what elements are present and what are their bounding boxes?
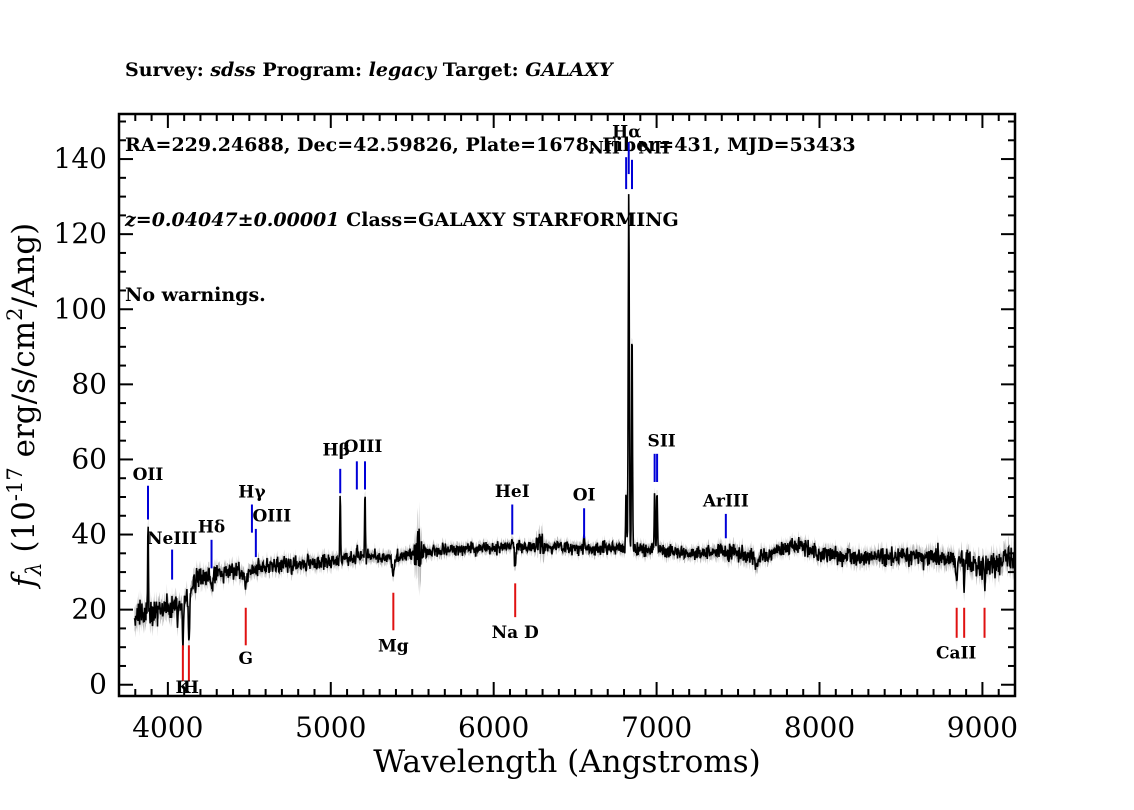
marker-Mg: Mg bbox=[378, 592, 409, 657]
marker-HeI: HeI bbox=[495, 482, 530, 535]
marker-OI: OI bbox=[573, 486, 596, 539]
marker-label-Gband: G bbox=[238, 649, 253, 669]
y-tick-100: 100 bbox=[54, 292, 107, 325]
marker-label-OIII5007: OIII bbox=[344, 437, 383, 457]
marker-NaD: Na D bbox=[492, 583, 539, 643]
marker-CaK: K bbox=[175, 645, 191, 698]
target-value: GALAXY bbox=[525, 59, 613, 81]
marker-label-NaD: Na D bbox=[492, 623, 539, 643]
marker-label-CaIIb: CaII bbox=[936, 643, 976, 663]
marker-CaH: H bbox=[183, 645, 199, 698]
error-band bbox=[134, 188, 1014, 659]
marker-label-NIIa: NII bbox=[588, 138, 619, 158]
spectrum-header: Survey: sdss Program: legacy Target: GAL… bbox=[125, 8, 856, 358]
program-label: Program: bbox=[255, 59, 369, 81]
y-tick-120: 120 bbox=[54, 217, 107, 250]
marker-label-SIIa: SII bbox=[648, 431, 676, 451]
marker-label-CaK: K bbox=[175, 678, 191, 698]
header-line-coords: RA=229.24688, Dec=42.59826, Plate=1678, … bbox=[125, 134, 856, 156]
y-tick-60: 60 bbox=[71, 442, 107, 475]
y-tick-40: 40 bbox=[71, 518, 107, 551]
class-value: Class=GALAXY STARFORMING bbox=[339, 209, 679, 231]
marker-label-OIII4363: OIII bbox=[253, 506, 292, 526]
axis-ticks bbox=[119, 114, 1015, 696]
marker-label-ArIII: ArIII bbox=[702, 491, 749, 511]
marker-NIIb: NII bbox=[631, 138, 670, 190]
marker-OIII4363: OIII bbox=[253, 506, 292, 558]
survey-value: sdss bbox=[210, 59, 256, 81]
target-label: Target: bbox=[436, 59, 526, 81]
marker-NeIII: NeIII bbox=[147, 529, 197, 580]
redshift-value: z=0.04047±0.00001 bbox=[125, 209, 340, 231]
spectrum-trace bbox=[133, 194, 1014, 651]
y-tick-labels: 0 20 40 60 80 100 120 140 bbox=[54, 142, 107, 701]
marker-Halpha: Hα bbox=[612, 122, 641, 175]
marker-label-Hgamma: Hγ bbox=[238, 483, 266, 503]
x-tick-9000: 9000 bbox=[947, 711, 1018, 744]
marker-label-CaH: H bbox=[183, 678, 199, 698]
x-tick-8000: 8000 bbox=[784, 711, 855, 744]
marker-OIII5007: OIII bbox=[344, 437, 383, 490]
marker-label-NIIb: NII bbox=[638, 138, 669, 158]
x-axis-title: Wavelength (Angstroms) bbox=[373, 744, 760, 780]
marker-SIIa: SII bbox=[648, 431, 676, 482]
plot-frame bbox=[117, 112, 1017, 698]
marker-label-NeIII: NeIII bbox=[147, 529, 197, 549]
y-tick-20: 20 bbox=[71, 593, 107, 626]
marker-label-OI: OI bbox=[573, 486, 596, 506]
marker-Hbeta: Hβ bbox=[323, 441, 350, 494]
marker-NIIa: NII bbox=[588, 138, 628, 190]
header-line-survey: Survey: sdss Program: legacy Target: GAL… bbox=[125, 58, 856, 83]
y-tick-80: 80 bbox=[71, 367, 107, 400]
marker-label-Halpha: Hα bbox=[612, 122, 641, 142]
marker-Gband: G bbox=[238, 607, 253, 669]
survey-label: Survey: bbox=[125, 59, 211, 81]
marker-Hgamma: Hγ bbox=[238, 483, 266, 533]
program-value: legacy bbox=[368, 59, 437, 81]
header-line-warnings: No warnings. bbox=[125, 284, 266, 306]
y-tick-140: 140 bbox=[54, 142, 107, 175]
x-tick-6000: 6000 bbox=[458, 711, 529, 744]
marker-label-Hbeta: Hβ bbox=[323, 441, 350, 461]
marker-label-HeI: HeI bbox=[495, 482, 530, 502]
marker-label-Hdelta: Hδ bbox=[198, 518, 225, 538]
marker-Hdelta: Hδ bbox=[198, 518, 225, 569]
marker-ArIII: ArIII bbox=[702, 491, 749, 539]
header-line-class: z=0.04047±0.00001 Class=GALAXY STARFORMI… bbox=[125, 208, 856, 233]
y-tick-0: 0 bbox=[89, 668, 107, 701]
x-tick-labels: 4000 5000 6000 7000 8000 9000 bbox=[132, 711, 1018, 744]
marker-label-OII: OII bbox=[133, 465, 164, 485]
x-tick-7000: 7000 bbox=[621, 711, 692, 744]
y-axis-title: fλ (10-17 erg/s/cm2/Ang) bbox=[3, 223, 46, 590]
marker-OII: OII bbox=[133, 465, 164, 520]
marker-CaIIb: CaII bbox=[936, 607, 976, 663]
marker-label-Mg: Mg bbox=[378, 637, 409, 657]
x-tick-4000: 4000 bbox=[132, 711, 203, 744]
x-tick-5000: 5000 bbox=[295, 711, 366, 744]
